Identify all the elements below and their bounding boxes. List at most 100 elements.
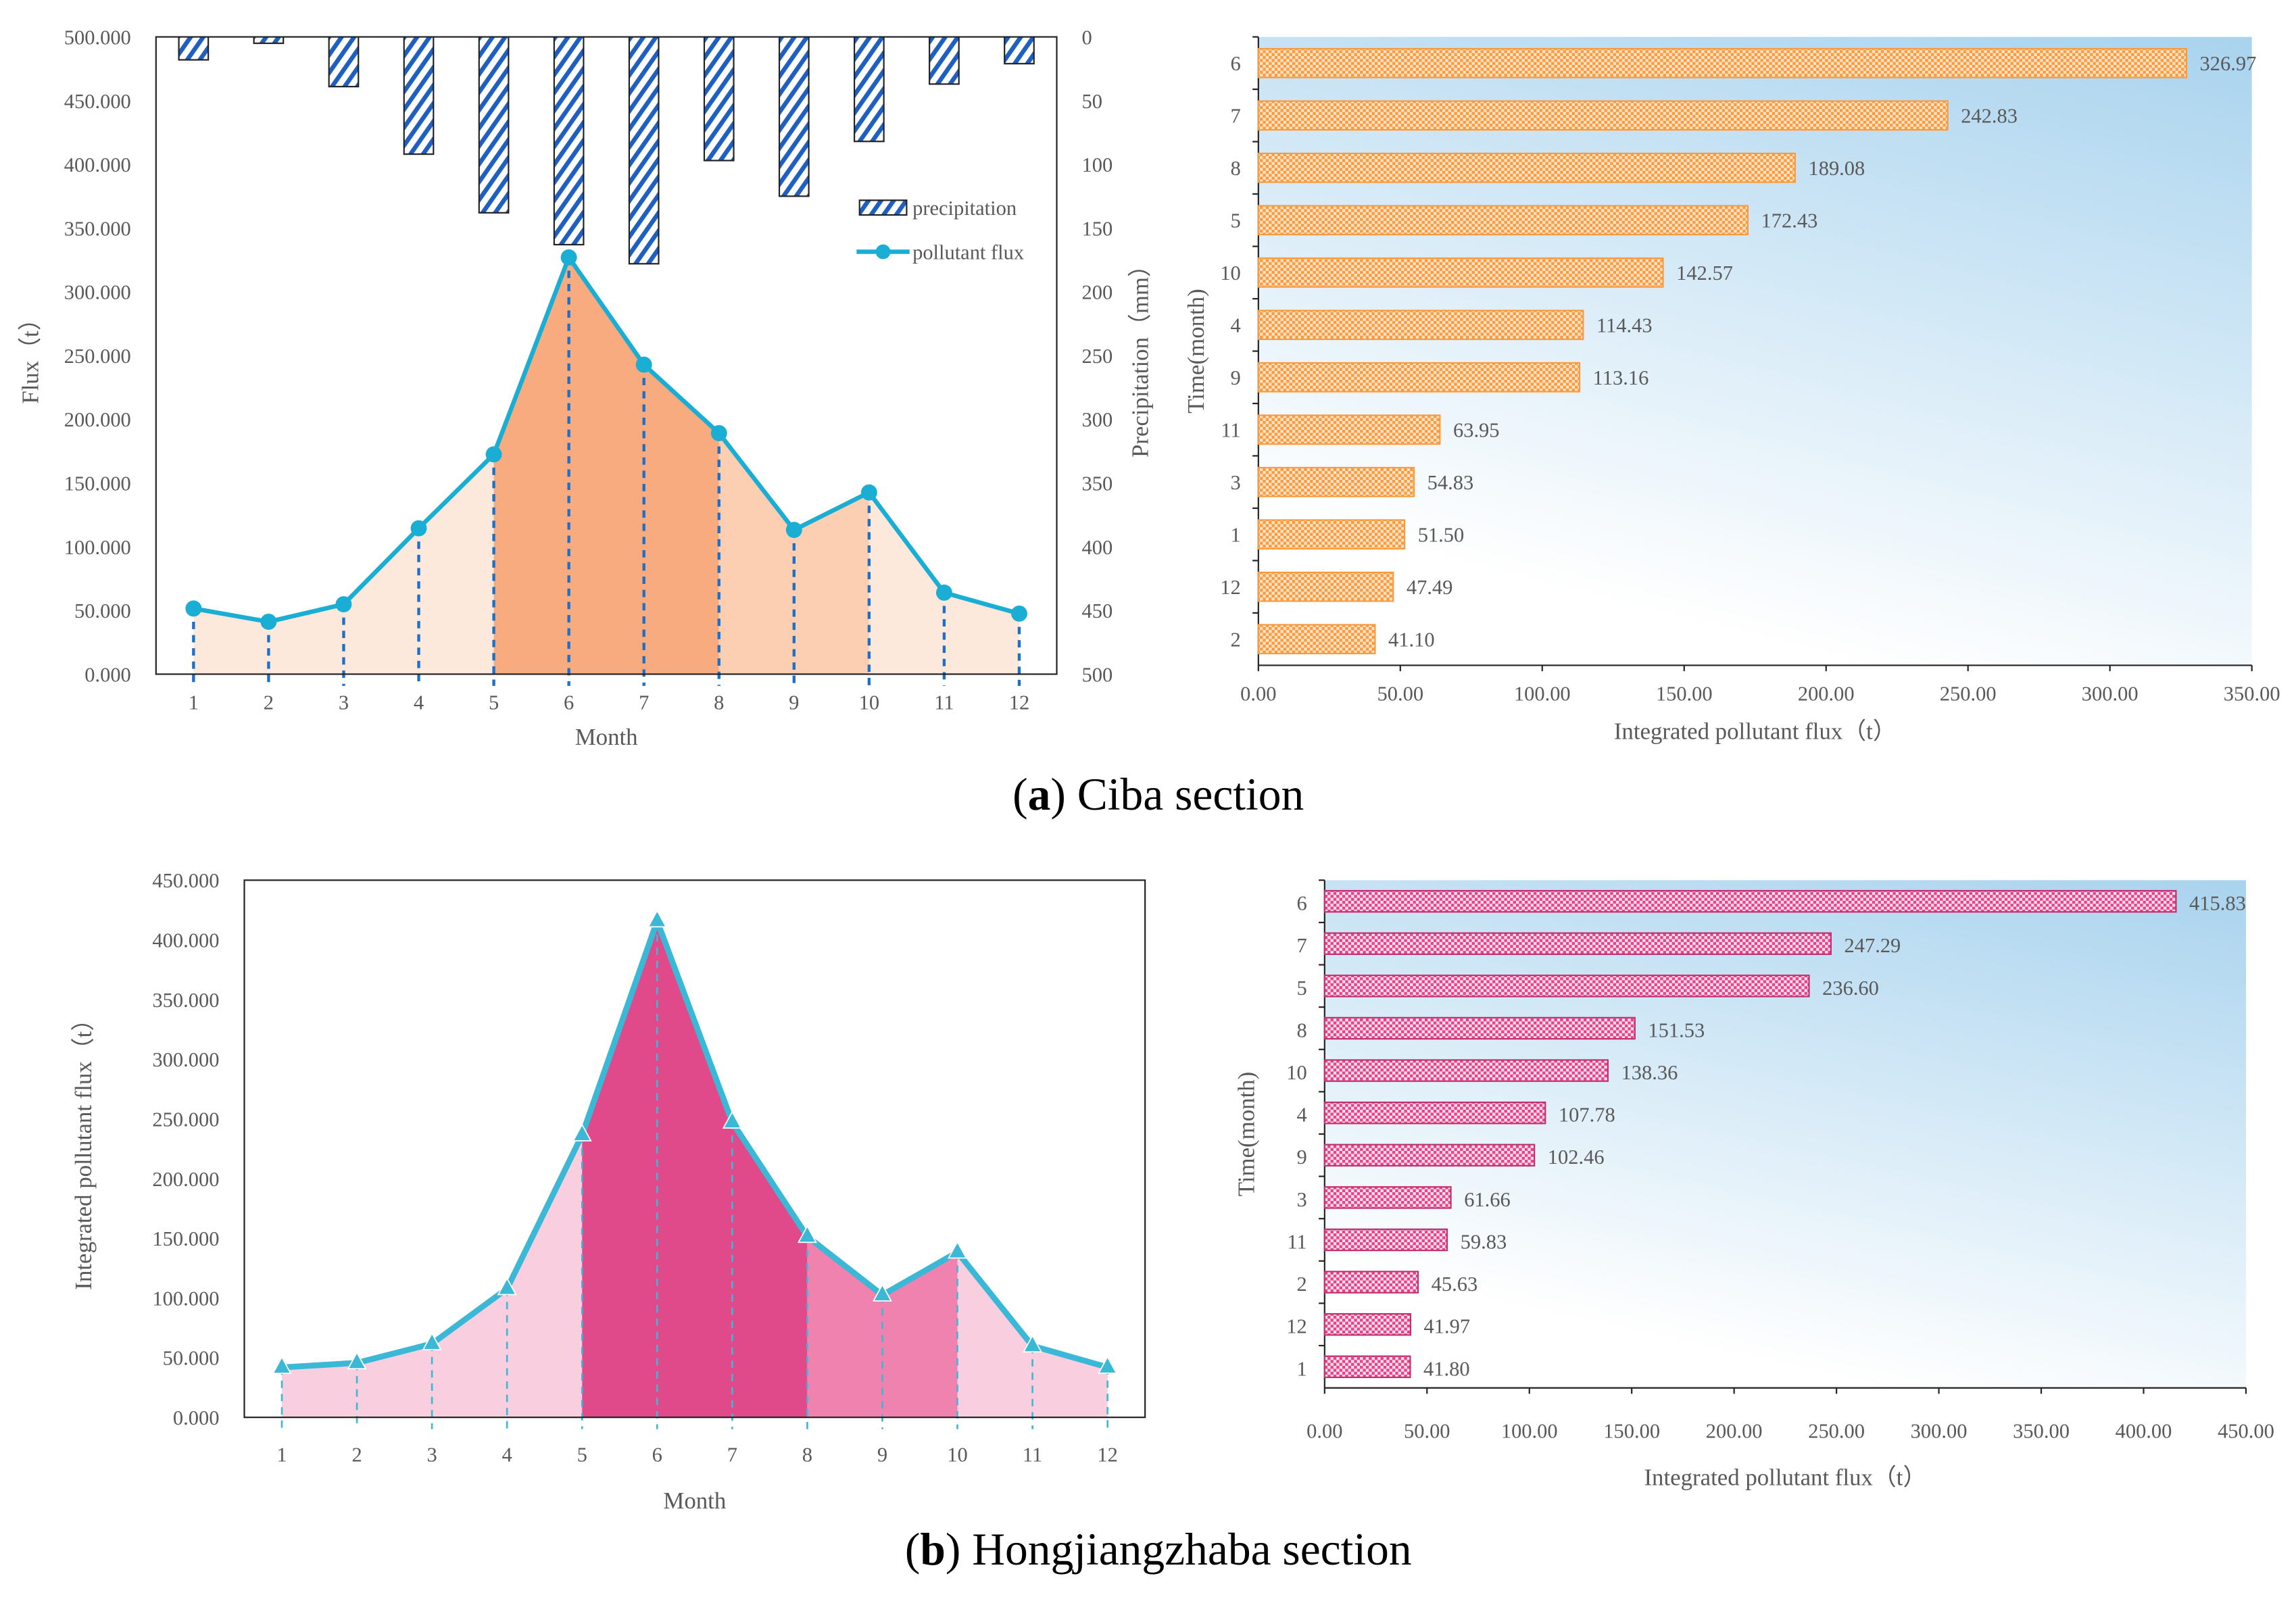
- bar: [1323, 1101, 1546, 1125]
- data-point: [260, 614, 277, 630]
- x-tick-label: 100.00: [1514, 683, 1571, 706]
- x-tick-label: 50.00: [1377, 683, 1424, 706]
- x-tick-label: 0.00: [1240, 683, 1276, 706]
- y-tick-label: 9: [1296, 1146, 1306, 1169]
- x-tick-label: 250.00: [1808, 1420, 1865, 1443]
- data-label: 45.63: [1432, 1273, 1478, 1296]
- y-tick-label: 100.000: [64, 536, 131, 559]
- x-tick-label: 9: [877, 1443, 887, 1466]
- data-label: 61.66: [1464, 1188, 1511, 1211]
- y-tick-label: 0.000: [173, 1406, 220, 1429]
- bar: [1257, 47, 2188, 78]
- y-tick-label: 6: [1230, 52, 1240, 75]
- data-point: [860, 484, 877, 501]
- data-label: 63.95: [1453, 418, 1500, 441]
- data-point: [1023, 1334, 1043, 1353]
- y-tick-label: 11: [1287, 1230, 1306, 1253]
- x-tick-label: 12: [1009, 691, 1029, 714]
- bar: [1257, 571, 1394, 602]
- area-fill: [193, 454, 494, 674]
- x-tick-label: 12: [1097, 1443, 1117, 1466]
- y-right-tick-label: 350: [1082, 472, 1113, 495]
- plot-frame: [243, 879, 1146, 1419]
- bar: [1323, 1059, 1609, 1082]
- y-tick-label: 50.000: [74, 599, 131, 622]
- x-axis-label: Integrated pollutant flux（t）: [1614, 718, 1897, 744]
- y-tick-label: 250.000: [64, 345, 131, 368]
- y-tick-label: 3: [1296, 1188, 1306, 1211]
- bar: [1257, 624, 1376, 655]
- x-tick-label: 4: [502, 1443, 512, 1466]
- legend-precipitation-swatch: [858, 199, 908, 216]
- x-axis-label: Month: [575, 724, 638, 750]
- y-tick-label: 150.000: [152, 1227, 219, 1250]
- x-tick-label: 4: [414, 691, 424, 714]
- y-right-tick-label: 300: [1082, 408, 1113, 431]
- chart-b-left: 0.000 50.000 100.000 150.000 200.000 250.000 3…: [70, 869, 1146, 1514]
- x-tick-label: 7: [727, 1443, 737, 1466]
- y-axis-label: Flux（t）: [18, 307, 44, 403]
- precipitation-bar: [778, 36, 810, 197]
- data-point: [797, 1225, 817, 1244]
- x-tick-label: 400.00: [2116, 1420, 2172, 1443]
- precipitation-bar: [853, 36, 885, 143]
- x-tick-label: 50.00: [1404, 1420, 1450, 1443]
- precipitation-bar: [403, 36, 435, 155]
- y-tick-label: 9: [1230, 366, 1240, 389]
- y-tick-label: 400.000: [64, 153, 131, 176]
- x-tick-label: 2: [351, 1443, 362, 1466]
- data-point: [947, 1240, 968, 1259]
- y-tick-label: 350.000: [64, 217, 131, 240]
- data-point: [422, 1332, 442, 1350]
- y-axis-label: Time(month): [1183, 289, 1209, 413]
- precipitation-bar: [253, 36, 285, 45]
- data-point: [272, 1356, 292, 1374]
- y-tick-label: 12: [1286, 1315, 1306, 1338]
- x-tick-label: 100.00: [1501, 1420, 1558, 1443]
- y-tick-label: 1: [1296, 1357, 1306, 1380]
- y-axis-label: Integrated pollutant flux（t）: [70, 1008, 97, 1290]
- y-right-tick-label: 400: [1082, 536, 1113, 559]
- bar: [1257, 152, 1796, 183]
- bar: [1257, 414, 1441, 445]
- series-line: [281, 912, 1108, 1371]
- x-tick-label: 300.00: [1911, 1420, 1968, 1443]
- x-tick-label: 150.00: [1656, 683, 1713, 706]
- data-label: 41.80: [1423, 1357, 1470, 1380]
- x-tick-label: 200.00: [1798, 683, 1855, 706]
- y-right-tick-label: 0: [1082, 26, 1092, 49]
- bar: [1257, 519, 1406, 550]
- y-tick-label: 11: [1221, 418, 1240, 441]
- y-tick-label: 300.000: [152, 1048, 219, 1071]
- x-tick-label: 3: [426, 1443, 437, 1466]
- data-label: 102.46: [1548, 1146, 1605, 1169]
- y-tick-label: 400.000: [152, 929, 219, 952]
- caption-a-letter: a: [1028, 769, 1051, 820]
- y-tick-label: 10: [1286, 1061, 1306, 1084]
- chart-b-right: 415.83 6 247.29 7 236.60 5 151.53 8 138.36 10 107.…: [1233, 879, 2274, 1490]
- data-point: [785, 522, 802, 539]
- data-label: 113.16: [1593, 366, 1649, 389]
- y-tick-label: 200.000: [64, 408, 131, 431]
- x-tick-label: 5: [489, 691, 499, 714]
- y-axis-label: Time(month): [1233, 1072, 1259, 1196]
- x-tick-label: 11: [934, 691, 954, 714]
- series-line: [193, 252, 1020, 624]
- y-tick-label: 350.000: [152, 989, 219, 1012]
- data-label: 41.10: [1388, 628, 1435, 651]
- y-tick-label: 450.000: [64, 90, 131, 113]
- data-label: 242.83: [1961, 105, 2018, 128]
- data-point: [185, 600, 202, 617]
- y-tick-label: 2: [1296, 1273, 1306, 1296]
- x-tick-label: 0.00: [1306, 1420, 1342, 1443]
- legend-precipitation-label: precipitation: [912, 197, 1017, 220]
- bar: [1323, 1186, 1452, 1209]
- data-point: [335, 596, 352, 613]
- precipitation-bar: [703, 36, 735, 162]
- plot-background: [1258, 36, 2252, 666]
- y-tick-label: 10: [1220, 262, 1240, 285]
- caption-b-letter: b: [920, 1524, 946, 1575]
- y-tick-label: 200.000: [152, 1168, 219, 1191]
- bar: [1323, 975, 1810, 998]
- x-tick-label: 3: [339, 691, 349, 714]
